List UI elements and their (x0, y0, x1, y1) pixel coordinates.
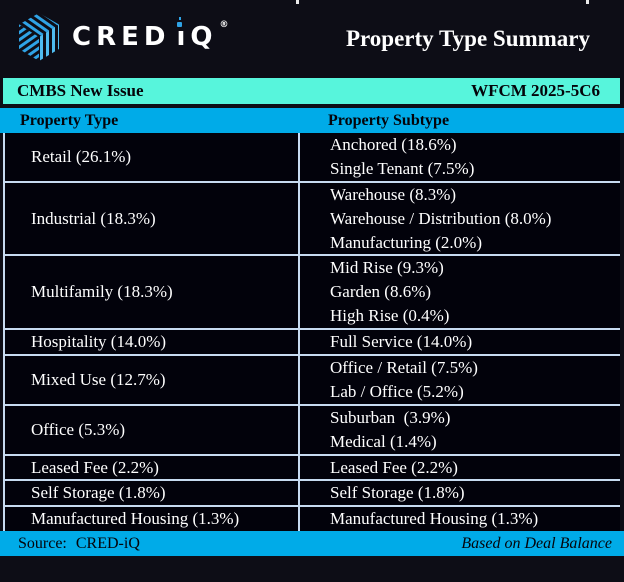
bottom-margin (0, 556, 624, 582)
crediq-hexagon-icon (19, 13, 59, 61)
subtype-line: Manufactured Housing (1.3%) (330, 509, 539, 529)
subtype-line: Suburban (3.9%) (330, 407, 451, 427)
table-row: Office (5.3%) Suburban (3.9%) Medical (1.4… (5, 403, 620, 454)
logo-i-tick (178, 16, 181, 20)
deal-category-label: CMBS New Issue (17, 81, 144, 100)
table-row: Manufactured Housing (1.3%) Manufactured … (5, 505, 620, 531)
logo-i-dot (177, 21, 183, 27)
column-divider (298, 133, 300, 531)
property-type-cell: Self Storage (1.8%) (31, 483, 166, 503)
subtype-line: Warehouse (8.3%) (330, 184, 457, 204)
registered-trademark-icon: ® (219, 19, 229, 30)
page-title: Property Type Summary (345, 26, 591, 51)
subtype-line: Warehouse / Distribution (8.0%) (330, 208, 552, 228)
property-type-cell: Manufactured Housing (1.3%) (31, 509, 240, 529)
crediq-logo: CRED ı Q ® (16, 11, 228, 63)
screen-edge-tick (586, 0, 589, 4)
property-subtype-cell: Warehouse (8.3%) Warehouse / Distribution… (300, 183, 620, 255)
property-subtype-cell: Manufactured Housing (1.3%) (300, 507, 620, 531)
property-subtype-cell: Suburban (3.9%) Medical (1.4%) (300, 406, 620, 454)
top-header: CRED ı Q ® Property Type Summary (0, 0, 624, 78)
property-type-cell: Office (5.3%) (31, 419, 126, 439)
property-subtype-cell: Self Storage (1.8%) (300, 481, 620, 505)
crediq-wordmark: CRED ı Q ® (72, 16, 229, 52)
deal-name-label: WFCM 2025-5C6 (471, 81, 600, 100)
table-row: Industrial (18.3%) Warehouse (8.3%) Wareho… (5, 180, 620, 255)
logo-letter-q: Q (190, 21, 218, 52)
table-row: Retail (26.1%) Anchored (18.6%) Single Ten… (5, 133, 620, 181)
source-label: Source: (18, 534, 67, 552)
subtype-line: Full Service (14.0%) (330, 332, 473, 352)
logo-text-cred: CRED (72, 21, 171, 52)
property-type-cell: Multifamily (18.3%) (31, 282, 173, 302)
subtype-line: Self Storage (1.8%) (330, 483, 465, 503)
property-subtype-cell: Office / Retail (7.5%) Lab / Office (5.2%… (300, 356, 620, 404)
separator-strip (0, 104, 624, 108)
column-header-property-subtype: Property Subtype (328, 111, 450, 129)
subtype-line: Office / Retail (7.5%) (330, 357, 478, 377)
property-type-cell: Hospitality (14.0%) (31, 332, 167, 352)
subtype-line: Medical (1.4%) (330, 431, 437, 451)
subtype-line: Single Tenant (7.5%) (330, 158, 475, 178)
subtype-line: Mid Rise (9.3%) (330, 258, 444, 278)
source-attribution: Source: CRED-iQ (18, 535, 140, 553)
subtype-line: Manufacturing (2.0%) (330, 232, 483, 252)
property-subtype-cell: Anchored (18.6%) Single Tenant (7.5%) (300, 133, 620, 181)
property-type-table: Retail (26.1%) Anchored (18.6%) Single Ten… (3, 133, 620, 531)
table-row: Leased Fee (2.2%) Leased Fee (2.2%) (5, 453, 620, 480)
subtype-line: Lab / Office (5.2%) (330, 381, 464, 401)
property-type-cell: Retail (26.1%) (31, 146, 132, 166)
subtype-line: Leased Fee (2.2%) (330, 457, 458, 477)
property-subtype-cell: Leased Fee (2.2%) (300, 456, 620, 480)
table-row: Hospitality (14.0%) Full Service (14.0%) (5, 328, 620, 354)
subtype-line: Garden (8.6%) (330, 282, 432, 302)
property-subtype-cell: Mid Rise (9.3%) Garden (8.6%) High Rise (0… (300, 256, 620, 328)
logo-letter-i: ı (176, 16, 190, 52)
column-header-property-type: Property Type (20, 111, 119, 129)
deal-bar: CMBS New Issue WFCM 2025-5C6 (3, 78, 620, 104)
table-column-header: Property Type Property Subtype (0, 108, 624, 133)
footer-bar: Source: CRED-iQ Based on Deal Balance (0, 531, 624, 556)
table-row: Mixed Use (12.7%) Office / Retail (7.5%) L… (5, 354, 620, 404)
subtype-line: Anchored (18.6%) (330, 134, 457, 154)
basis-note: Based on Deal Balance (461, 534, 612, 552)
source-value: CRED-iQ (75, 534, 140, 552)
property-type-cell: Mixed Use (12.7%) (31, 369, 166, 389)
property-subtype-cell: Full Service (14.0%) (300, 330, 620, 354)
property-type-cell: Leased Fee (2.2%) (31, 457, 159, 477)
subtype-line: High Rise (0.4%) (330, 306, 450, 326)
screen-edge-tick (296, 0, 299, 4)
property-type-cell: Industrial (18.3%) (31, 208, 156, 228)
table-row: Multifamily (18.3%) Mid Rise (9.3%) Garden… (5, 254, 620, 328)
table-row: Self Storage (1.8%) Self Storage (1.8%) (5, 479, 620, 505)
